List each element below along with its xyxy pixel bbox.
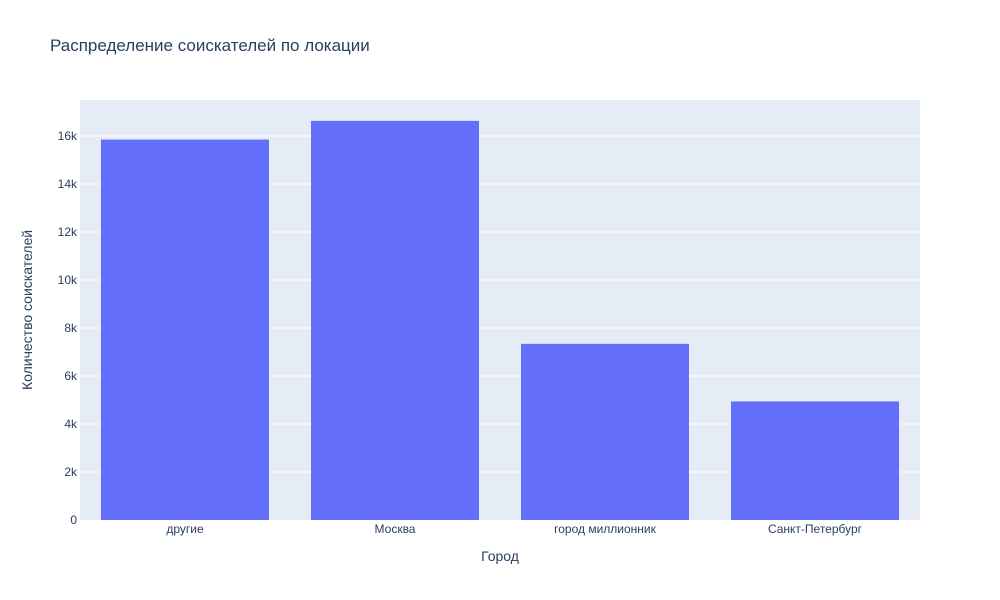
x-tick-label: Москва [375, 522, 416, 536]
y-tick-label: 14k [58, 177, 78, 191]
y-tick-label: 16k [58, 129, 78, 143]
bar[interactable] [731, 401, 899, 520]
x-axis-ticks: другие Москва город миллионник Санкт-Петерб… [166, 522, 862, 536]
y-tick-label: 2k [64, 465, 78, 479]
x-tick-label: город миллионник [554, 522, 656, 536]
bar[interactable] [101, 139, 269, 520]
y-axis-ticks: 0 2k 4k 6k 8k 10k 12k 14k 16k [58, 129, 78, 527]
y-tick-label: 4k [64, 417, 78, 431]
y-axis-title: Количество соискателей [19, 230, 35, 390]
bar[interactable] [521, 343, 689, 520]
y-tick-label: 0 [70, 513, 77, 527]
y-tick-label: 6k [64, 369, 78, 383]
bars-group [101, 120, 899, 520]
x-tick-label: другие [166, 522, 204, 536]
chart-title: Распределение соискателей по локации [50, 36, 370, 55]
y-tick-label: 8k [64, 321, 78, 335]
y-tick-label: 12k [58, 225, 78, 239]
y-tick-label: 10k [58, 273, 78, 287]
x-axis-title: Город [481, 548, 519, 564]
bar[interactable] [311, 120, 479, 520]
x-tick-label: Санкт-Петербург [768, 522, 863, 536]
